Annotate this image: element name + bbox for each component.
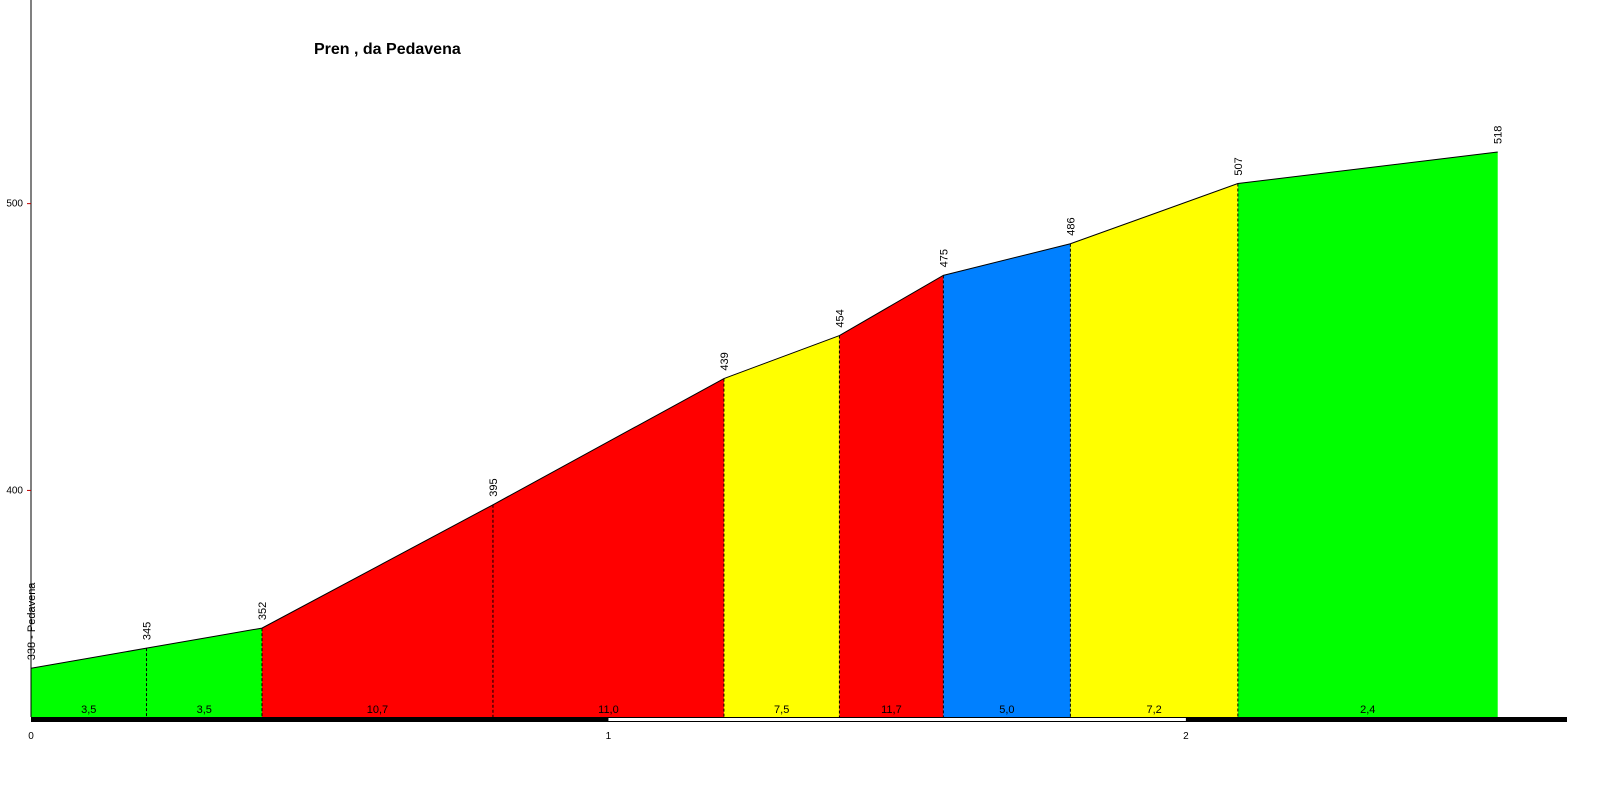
segment-area (1070, 183, 1238, 717)
elevation-label: 486 (1065, 217, 1077, 235)
segment-area (261, 504, 493, 717)
elevation-label: 475 (938, 249, 950, 267)
y-tick-label: 500 (6, 199, 23, 210)
x-tick-label: 0 (28, 731, 34, 742)
gradient-label: 2,4 (1360, 704, 1375, 716)
segment-area (492, 378, 724, 717)
elevation-label: 345 (141, 622, 153, 640)
segment-area (31, 648, 147, 717)
segment-area (1237, 152, 1498, 717)
gradient-label: 10,7 (367, 704, 388, 716)
gradient-label: 7,5 (774, 704, 789, 716)
gradient-label: 5,0 (999, 704, 1014, 716)
elevation-label: 439 (719, 352, 731, 370)
gradient-label: 3,5 (81, 704, 96, 716)
x-tick-label: 1 (606, 731, 612, 742)
gradient-label: 7,2 (1146, 704, 1161, 716)
y-tick-label: 400 (6, 485, 23, 496)
gradient-label: 11,0 (598, 704, 619, 716)
chart-title: Pren , da Pedavena (314, 41, 461, 58)
elevation-label: 518 (1493, 126, 1505, 144)
x-tick-label: 2 (1183, 731, 1189, 742)
profile-line (30, 151, 1498, 669)
segment-area (146, 628, 262, 717)
segment-area (943, 243, 1071, 717)
elevation-label: 338 - Pedavena (26, 582, 38, 661)
x-scale-band (608, 718, 1186, 721)
gradient-label: 3,5 (197, 704, 212, 716)
elevation-label: 454 (834, 309, 846, 327)
elevation-label: 352 (257, 602, 269, 620)
segment-area (723, 335, 840, 717)
gradient-label: 11,7 (881, 704, 902, 716)
elevation-label: 395 (488, 478, 500, 496)
elevation-label: 507 (1233, 157, 1245, 175)
segment-area (839, 275, 944, 717)
